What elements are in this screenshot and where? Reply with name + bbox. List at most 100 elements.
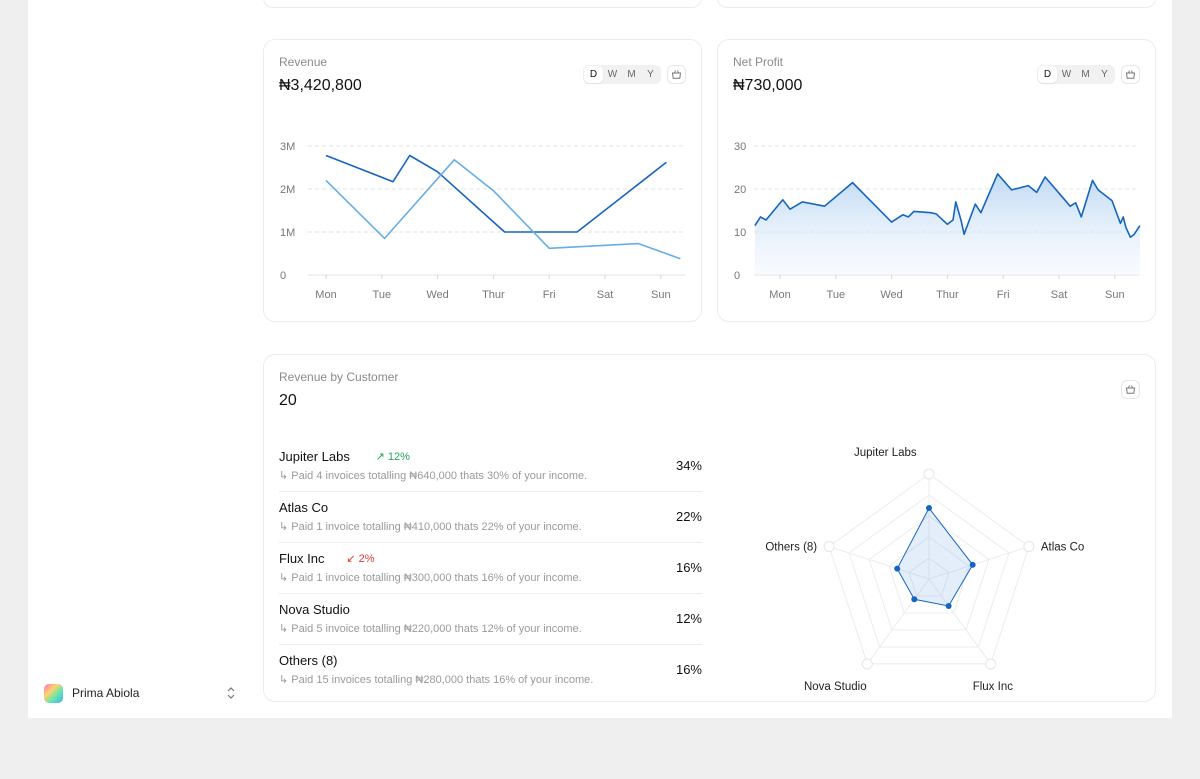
customer-percentage: 16% (675, 662, 702, 677)
radar-spoke (828, 546, 930, 580)
customer-row[interactable]: Flux Inc ↙ 2% ↳ Paid 1 invoice totalling ₦… (279, 543, 702, 594)
description-text: Paid 15 invoices totalling ₦280,000 that… (291, 674, 594, 686)
y-tick-label: 0 (280, 270, 286, 282)
revenue-line-chart: 0 1M 2M 3M Mon Tue Wed Thur Fri Sat Sun (280, 141, 685, 301)
description-text: Paid 4 invoices totalling ₦640,000 thats… (291, 470, 588, 482)
period-week[interactable]: W (1061, 69, 1072, 80)
x-tick-label: Sun (1105, 289, 1125, 301)
summary-card-right (717, 0, 1156, 8)
description-text: Paid 1 invoice totalling ₦410,000 thats … (291, 521, 582, 533)
period-selector: D W M Y (1037, 65, 1115, 84)
period-year[interactable]: Y (647, 69, 654, 80)
user-switcher[interactable]: Prima Abiola (44, 683, 235, 703)
y-tick-label: 0 (734, 270, 740, 282)
card-value: ₦730,000 (733, 77, 803, 94)
customer-name: Flux Inc (279, 551, 325, 566)
radar-axis-dot (861, 658, 873, 670)
customer-count: 20 (279, 392, 297, 409)
return-arrow-icon: ↳ (279, 674, 292, 686)
chevron-up-down-icon[interactable] (224, 684, 238, 702)
x-tick-label: Tue (373, 289, 392, 301)
net-profit-card: Net Profit ₦730,000 D W M Y 0 10 20 30 Mon Tu… (717, 39, 1156, 322)
customer-percentage: 16% (675, 560, 702, 575)
x-tick-label: Sat (597, 289, 614, 301)
customer-description: ↳ Paid 1 invoice totalling ₦300,000 that… (279, 571, 582, 584)
customer-percentage: 12% (675, 611, 702, 626)
revenue-card: Revenue ₦3,420,800 D W M Y 0 1M 2M 3M Mon Tue… (263, 39, 702, 322)
customer-description: ↳ Paid 1 invoice totalling ₦410,000 that… (279, 520, 582, 533)
series-line-2 (325, 159, 681, 260)
description-text: Paid 1 invoice totalling ₦300,000 thats … (291, 572, 582, 584)
period-day[interactable]: D (1038, 66, 1057, 83)
radar-spoke (866, 578, 930, 665)
x-tick-label: Sun (651, 289, 671, 301)
radar-axis-label: Atlas Co (1041, 542, 1084, 554)
x-tick-label: Wed (426, 289, 448, 301)
customer-row[interactable]: Jupiter Labs ↗ 12% ↳ Paid 4 invoices total… (279, 441, 702, 492)
period-week[interactable]: W (607, 69, 618, 80)
customer-percentage: 22% (675, 509, 702, 524)
customer-row[interactable]: Others (8) ↳ Paid 15 invoices totalling ₦… (279, 645, 702, 696)
x-tick-label: Tue (827, 289, 846, 301)
radar-point (945, 603, 952, 610)
basket-icon[interactable] (667, 65, 686, 84)
radar-point (969, 561, 976, 568)
user-name: Prima Abiola (72, 686, 140, 700)
period-day[interactable]: D (584, 66, 603, 83)
trend-badge: ↗ 12% (376, 450, 410, 463)
x-tick-label: Fri (997, 289, 1010, 301)
customer-name: Nova Studio (279, 602, 350, 617)
card-title: Revenue (279, 55, 328, 69)
customer-percentage: 34% (675, 458, 702, 473)
arrow-down-left-icon: ↙ (346, 553, 359, 565)
radar-axis-label: Flux Inc (973, 681, 1014, 693)
x-tick-label: Sat (1051, 289, 1068, 301)
x-tick-label: Mon (315, 289, 336, 301)
return-arrow-icon: ↳ (279, 521, 292, 533)
y-tick-label: 1M (280, 227, 295, 239)
radar-grid-ring (908, 557, 950, 597)
x-tick-label: Thur (936, 289, 959, 301)
radar-axis-dot (1023, 541, 1035, 553)
period-selector: D W M Y (583, 65, 661, 84)
radar-spoke (928, 546, 1030, 580)
radar-grid-ring (828, 473, 1030, 665)
radar-grid-ring (848, 494, 1010, 648)
y-tick-label: 2M (280, 184, 295, 196)
radar-axis-label: Jupiter Labs (854, 447, 917, 459)
basket-icon[interactable] (1121, 65, 1140, 84)
trend-value: 2% (358, 553, 375, 565)
trend-badge: ↙ 2% (346, 552, 374, 565)
customer-name: Others (8) (279, 653, 338, 668)
period-year[interactable]: Y (1101, 69, 1108, 80)
customer-description: ↳ Paid 5 invoice totalling ₦220,000 that… (279, 622, 582, 635)
card-title: Revenue by Customer (279, 370, 399, 384)
x-tick-label: Thur (482, 289, 505, 301)
avatar (44, 683, 63, 703)
trend-value: 12% (387, 451, 410, 463)
radar-spoke (928, 578, 992, 665)
x-tick-label: Wed (880, 289, 902, 301)
customer-description: ↳ Paid 4 invoices totalling ₦640,000 tha… (279, 469, 587, 482)
y-tick-label: 20 (734, 184, 746, 196)
series-line (754, 173, 1141, 238)
period-month[interactable]: M (1081, 69, 1090, 80)
period-month[interactable]: M (627, 69, 636, 80)
series-line-1 (325, 154, 667, 233)
customer-row[interactable]: Atlas Co ↳ Paid 1 invoice totalling ₦410,… (279, 492, 702, 543)
summary-card-left (263, 0, 702, 8)
x-tick-label: Fri (543, 289, 556, 301)
radar-grid-ring (868, 515, 990, 631)
radar-axis-dot (823, 541, 835, 553)
basket-icon[interactable] (1121, 380, 1140, 399)
radar-area (896, 507, 974, 607)
customer-name: Atlas Co (279, 500, 329, 515)
customer-row[interactable]: Nova Studio ↳ Paid 5 invoice totalling ₦2… (279, 594, 702, 645)
radar-axis-dot (985, 658, 997, 670)
net-profit-area-chart: 0 10 20 30 Mon Tue Wed Thur Fri Sat Sun (734, 141, 1141, 301)
customer-description: ↳ Paid 15 invoices totalling ₦280,000 th… (279, 673, 593, 686)
sidebar: Prima Abiola (28, 0, 248, 718)
radar-grid-ring (888, 536, 970, 614)
y-tick-label: 3M (280, 141, 295, 153)
radar-point (894, 565, 901, 572)
